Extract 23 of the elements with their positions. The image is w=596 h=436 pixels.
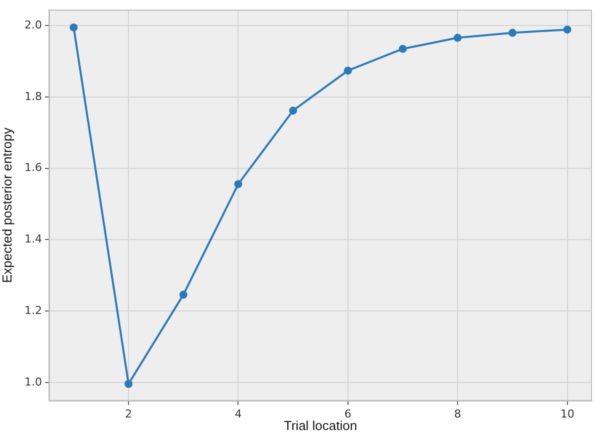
y-tick-label: 1.0 bbox=[24, 375, 42, 388]
point bbox=[234, 180, 242, 188]
point bbox=[70, 23, 78, 32]
y-tick-label: 1.6 bbox=[24, 161, 42, 174]
x-tick-label: 2 bbox=[125, 407, 132, 420]
point bbox=[179, 290, 188, 299]
y-tick-label: 1.8 bbox=[24, 90, 42, 103]
point bbox=[508, 28, 516, 37]
y-tick-label: 2.0 bbox=[24, 18, 42, 32]
y-tick-label: 1.4 bbox=[24, 232, 42, 246]
point bbox=[563, 26, 572, 34]
point bbox=[398, 44, 407, 53]
x-tick-label: 8 bbox=[454, 407, 462, 420]
x-axis-title: Trial location bbox=[284, 418, 358, 433]
point bbox=[344, 66, 352, 75]
y-axis-title: Expected posterior entropy bbox=[0, 127, 14, 283]
x-tick-label: 4 bbox=[234, 407, 242, 420]
x-tick-label: 6 bbox=[344, 407, 352, 420]
y-tick-label: 1.2 bbox=[24, 304, 42, 317]
point bbox=[454, 34, 462, 42]
point bbox=[124, 380, 133, 388]
point bbox=[289, 106, 298, 115]
x-tick-label: 10 bbox=[560, 407, 574, 420]
